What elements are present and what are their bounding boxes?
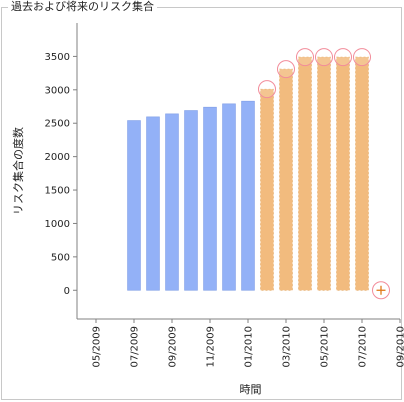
x-tick-label: 09/2010 xyxy=(396,326,404,368)
y-tick-label: 2500 xyxy=(45,119,70,130)
x-tick-label: 01/2010 xyxy=(244,326,255,368)
past-bar xyxy=(146,116,160,291)
forecast-circle-marker xyxy=(334,48,352,67)
y-tick-label: 0 xyxy=(64,286,70,297)
markers-group xyxy=(258,48,390,300)
x-tick-label: 03/2010 xyxy=(282,326,293,368)
plot-area xyxy=(77,23,400,319)
future-bar xyxy=(336,56,350,291)
axes-group: 0 500 1000 1500 2000 2500 3000 3500 05/2009 07/20… xyxy=(45,23,404,368)
y-tick-label: 3000 xyxy=(45,85,70,96)
forecast-circle-marker xyxy=(315,48,333,67)
future-bar xyxy=(317,56,331,291)
y-tick-label: 3500 xyxy=(45,52,70,63)
past-bar xyxy=(165,113,179,291)
x-tick-label: 11/2009 xyxy=(206,326,217,368)
forecast-circle-marker xyxy=(277,60,295,79)
past-bar xyxy=(203,106,217,291)
y-axis-title: リスク集合の度数 xyxy=(11,127,25,215)
y-tick-label: 1500 xyxy=(45,186,70,197)
forecast-circle-marker xyxy=(353,48,371,67)
future-bar xyxy=(298,56,312,291)
past-bar xyxy=(127,120,141,291)
x-tick-label: 07/2009 xyxy=(130,326,141,368)
past-bar xyxy=(241,100,255,291)
y-tick-label: 1000 xyxy=(45,219,70,230)
y-tick-label: 500 xyxy=(51,252,70,263)
forecast-circle-marker xyxy=(296,48,314,67)
x-tick-label: 05/2009 xyxy=(92,326,103,368)
x-tick-label: 05/2010 xyxy=(320,326,331,368)
y-tick-label: 2000 xyxy=(45,152,70,163)
forecast-circle-marker xyxy=(258,80,276,99)
x-axis-title: 時間 xyxy=(240,383,262,396)
plot-background xyxy=(77,23,400,319)
future-bar xyxy=(260,88,274,291)
x-tick-label: 09/2009 xyxy=(168,326,179,368)
future-bar xyxy=(355,56,369,291)
panel-title: 過去および将来のリスク集合 xyxy=(8,0,157,14)
group-border xyxy=(1,7,402,400)
past-bar xyxy=(184,110,198,291)
plus-circle-marker xyxy=(372,281,390,300)
past-bar xyxy=(222,103,236,291)
x-tick-label: 07/2010 xyxy=(358,326,369,368)
future-bar xyxy=(279,68,293,291)
bars-group xyxy=(127,56,369,291)
